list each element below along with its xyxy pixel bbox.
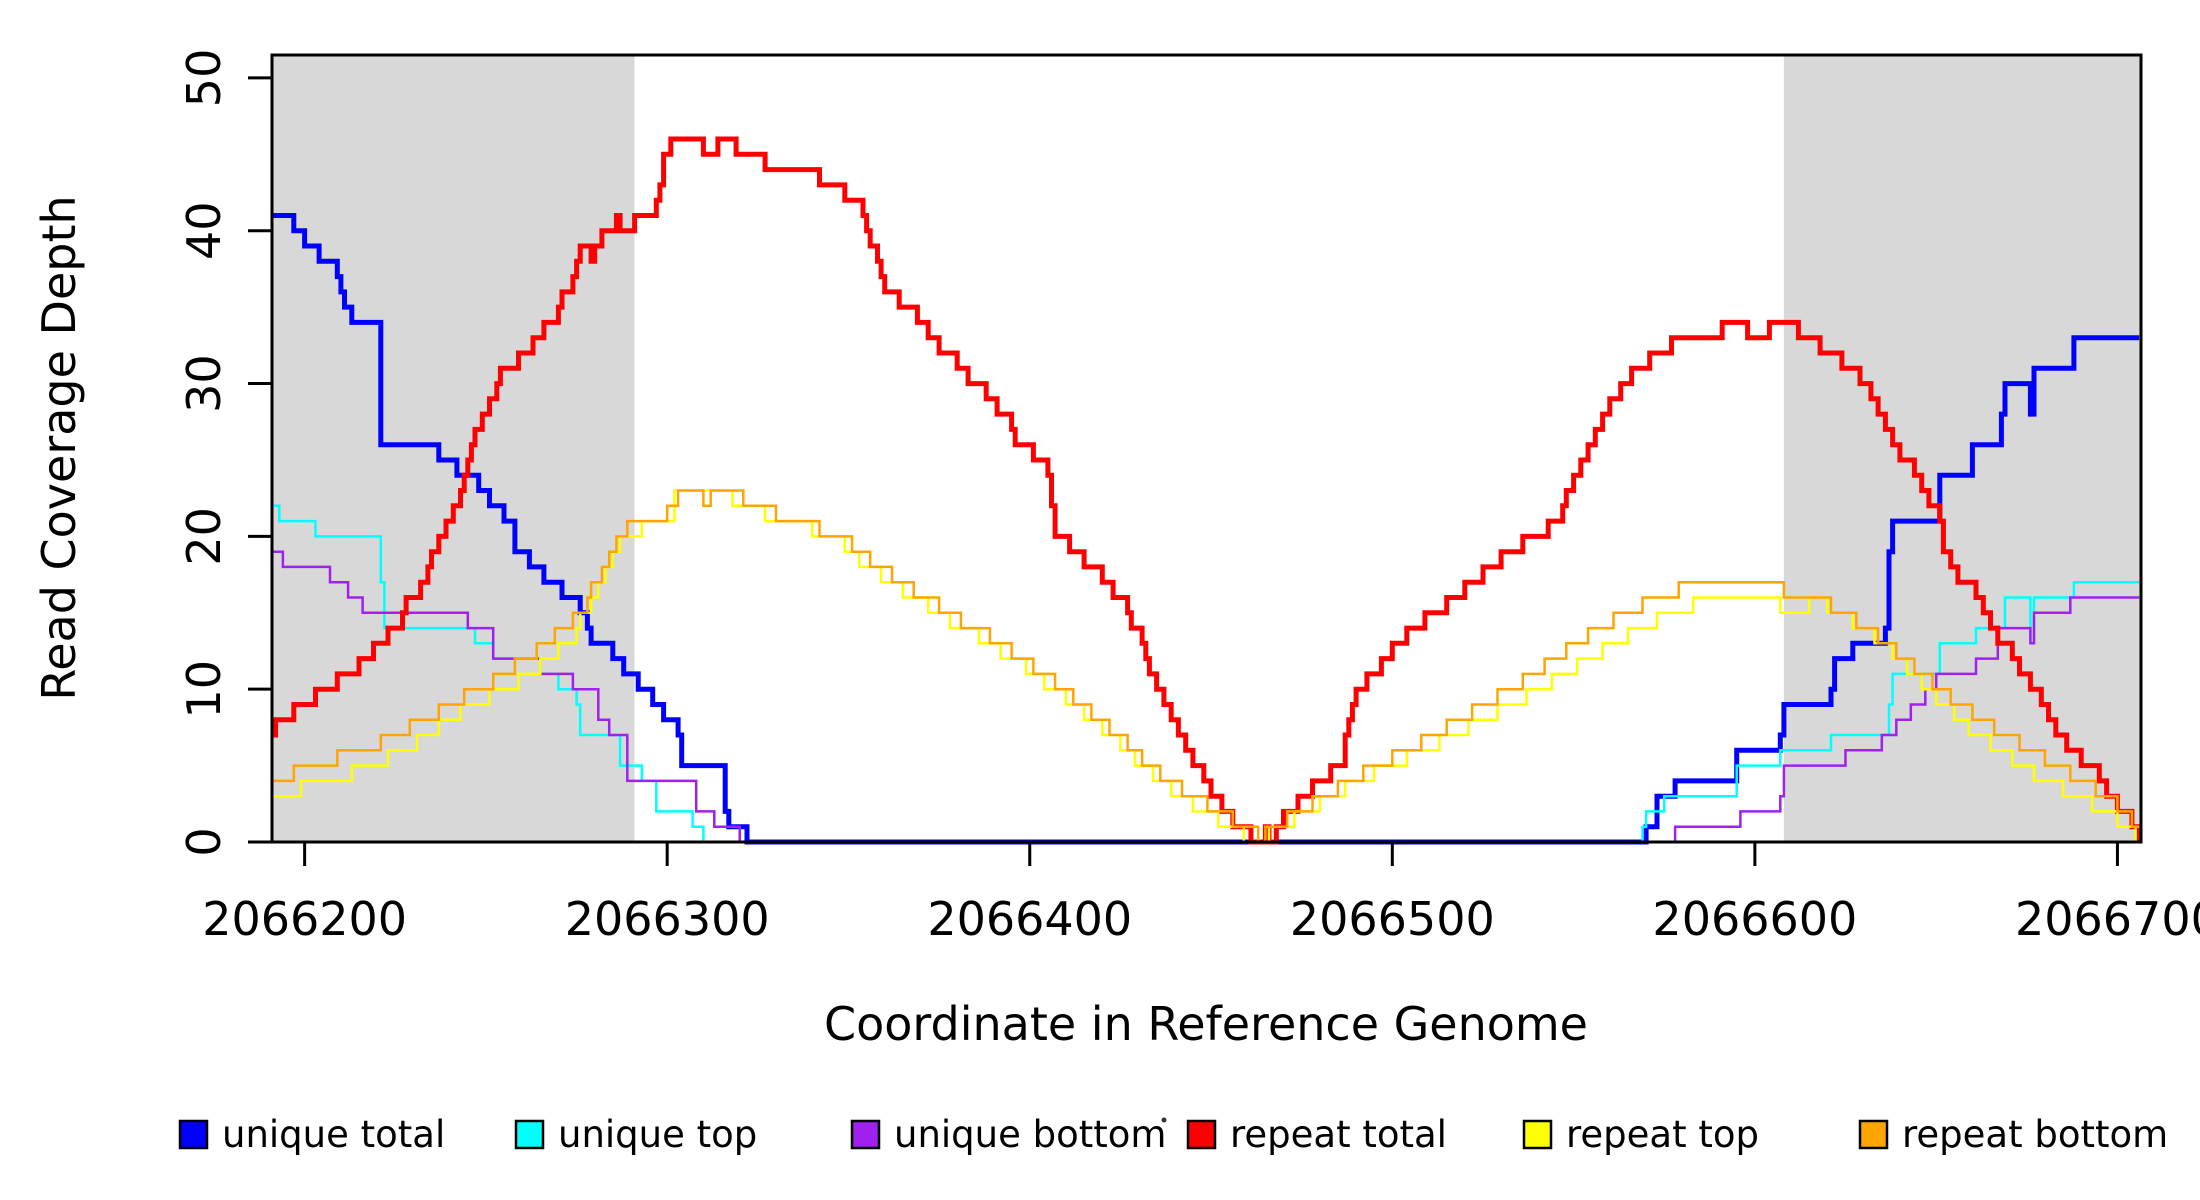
legend-swatch-icon bbox=[1186, 1119, 1217, 1150]
legend-item-unique-top: unique top bbox=[514, 1113, 757, 1156]
legend-label: repeat bottom bbox=[1902, 1113, 2168, 1156]
x-tick-label: 2066600 bbox=[1652, 892, 1857, 946]
plot-box-border bbox=[270, 53, 2143, 844]
legend-label: unique top bbox=[558, 1113, 757, 1156]
y-tick-label: 30 bbox=[177, 354, 231, 413]
x-tick-label: 2066500 bbox=[1290, 892, 1495, 946]
y-tick-label: 20 bbox=[177, 507, 231, 566]
right-repeat-region bbox=[1783, 55, 2141, 842]
legend-label: unique bottom bbox=[894, 1113, 1166, 1156]
series-line-unique-bottom bbox=[272, 550, 2140, 844]
legend-swatch-icon bbox=[1858, 1119, 1889, 1150]
coverage-series-lines bbox=[272, 136, 2142, 845]
legend-item-repeat-top: repeat top bbox=[1522, 1113, 1759, 1156]
legend-swatch-icon bbox=[1522, 1119, 1553, 1150]
series-line-repeat-total bbox=[272, 136, 2142, 845]
x-tick-label: 2066200 bbox=[202, 892, 407, 946]
y-tick-label: 0 bbox=[177, 827, 231, 856]
series-line-unique-total bbox=[272, 213, 2140, 845]
y-tick-label: 40 bbox=[177, 201, 231, 260]
x-tick-label: 2066300 bbox=[565, 892, 770, 946]
series-line-unique-top bbox=[272, 504, 2140, 844]
legend-item-repeat-total: repeat total bbox=[1186, 1113, 1447, 1156]
axes: 2066200 2066300 2066400 2066500 2066600 20667… bbox=[177, 49, 2200, 946]
stray-mark bbox=[1161, 1117, 1167, 1123]
y-tick-label: 50 bbox=[177, 49, 231, 108]
x-axis-title: Coordinate in Reference Genome bbox=[824, 997, 1588, 1051]
legend-label: unique total bbox=[222, 1113, 445, 1156]
legend-label: repeat top bbox=[1566, 1113, 1759, 1156]
y-axis-title: Read Coverage Depth bbox=[32, 195, 86, 700]
legend-swatch-icon bbox=[514, 1119, 545, 1150]
x-tick-label: 2066700 bbox=[2015, 892, 2200, 946]
legend: unique total unique top unique bottom repea… bbox=[178, 1113, 2168, 1156]
legend-label: repeat total bbox=[1230, 1113, 1447, 1156]
legend-item-unique-total: unique total bbox=[178, 1113, 445, 1156]
legend-item-repeat-bottom: repeat bottom bbox=[1858, 1113, 2168, 1156]
y-tick-label: 10 bbox=[177, 660, 231, 719]
legend-swatch-icon bbox=[178, 1119, 209, 1150]
legend-item-unique-bottom: unique bottom bbox=[850, 1113, 1166, 1156]
legend-swatch-icon bbox=[850, 1119, 881, 1150]
x-tick-label: 2066400 bbox=[927, 892, 1132, 946]
left-repeat-region bbox=[272, 55, 635, 842]
repeat-region-shading bbox=[272, 55, 2141, 842]
series-line-repeat-bottom bbox=[272, 489, 2140, 844]
